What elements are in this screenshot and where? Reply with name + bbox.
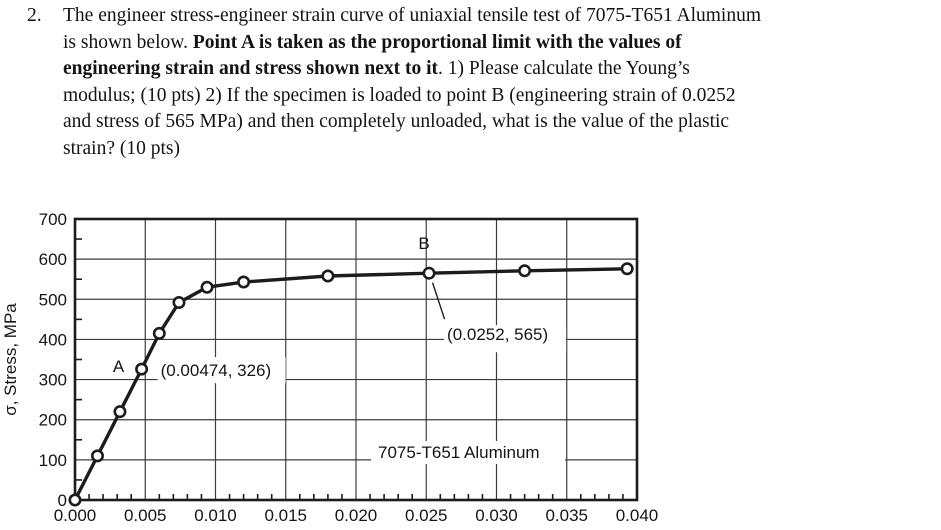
y-tick-label: 300 — [39, 371, 67, 390]
stress-strain-curve — [73, 267, 628, 501]
problem-text-segment: modulus; (10 pts) 2) If the specimen is … — [63, 84, 736, 106]
problem-line: modulus; (10 pts) 2) If the specimen is … — [63, 83, 941, 110]
x-tick-label: 0.040 — [616, 506, 659, 525]
problem-line: The engineer stress-engineer strain curv… — [63, 3, 941, 30]
problem-text-segment: and stress of 565 MPa) and then complete… — [63, 111, 730, 133]
annotation-mask — [444, 325, 567, 353]
data-point-marker — [422, 266, 436, 280]
problem-text-segment: is shown below. — [63, 31, 193, 53]
point-b-label: B — [418, 234, 429, 253]
plot-frame — [73, 217, 639, 502]
y-tick-label: 700 — [39, 210, 67, 229]
series-label: 7075-T651 Aluminum — [378, 443, 540, 462]
problem-text: The engineer stress-engineer strain curv… — [63, 3, 941, 163]
y-tick-label: 0 — [58, 491, 67, 510]
y-tick-label: 200 — [39, 411, 67, 430]
data-point-marker — [620, 262, 634, 276]
x-tick-label: 0.020 — [335, 506, 378, 525]
data-point-marker — [200, 280, 214, 294]
data-point-marker — [152, 326, 166, 340]
data-point-marker — [68, 493, 82, 507]
problem-text-segment: The engineer stress-engineer strain curv… — [63, 5, 762, 26]
y-tick-label: 600 — [39, 250, 67, 269]
x-tick-label: 0.030 — [475, 506, 518, 525]
point-a-coords: (0.00474, 326) — [161, 361, 272, 380]
annotation-mask — [157, 357, 286, 384]
annotation-mask — [371, 441, 565, 464]
problem-text-bold: Point A is taken as the proportional lim… — [192, 31, 682, 53]
point-b-coords: (0.0252, 565) — [447, 325, 548, 344]
data-point-marker — [113, 405, 127, 419]
x-tick-label: 0.010 — [194, 506, 237, 525]
x-tick-label: 0.015 — [264, 506, 307, 525]
data-point-marker — [321, 269, 335, 283]
point-b-leader-line — [431, 282, 446, 320]
data-point-marker — [90, 449, 104, 463]
data-point-marker — [237, 275, 251, 289]
data-point-marker — [135, 362, 149, 376]
problem-text-bold: engineering strain and stress shown next… — [63, 58, 439, 80]
point-a-label: A — [113, 357, 125, 376]
problem-number: 2. — [27, 5, 42, 26]
data-point-marker — [518, 264, 532, 278]
x-tick-label: 0.000 — [54, 506, 97, 525]
y-tick-label: 400 — [39, 330, 67, 349]
problem-line: strain? (10 pts) — [63, 136, 941, 163]
x-tick-label: 0.005 — [124, 506, 167, 525]
problem-line: is shown below. Point A is taken as the … — [63, 30, 941, 57]
stress-strain-chart: 0.000 0.005 0.010 0.015 0.020 0.025 0.030 0.035… — [1, 210, 659, 525]
x-tick-label: 0.025 — [405, 506, 448, 525]
y-tick-label: 500 — [39, 290, 67, 309]
x-tick-label: 0.035 — [545, 506, 588, 525]
y-tick-label: 100 — [39, 451, 67, 470]
y-axis-title: σ, Stress, MPa — [1, 303, 20, 416]
problem-text-segment: strain? (10 pts) — [63, 137, 180, 159]
problem-line: engineering strain and stress shown next… — [63, 56, 941, 83]
data-point-marker — [172, 295, 186, 309]
problem-line: and stress of 565 MPa) and then complete… — [63, 109, 941, 136]
problem-text-segment: . 1) Please calculate the Young’s — [438, 58, 690, 80]
